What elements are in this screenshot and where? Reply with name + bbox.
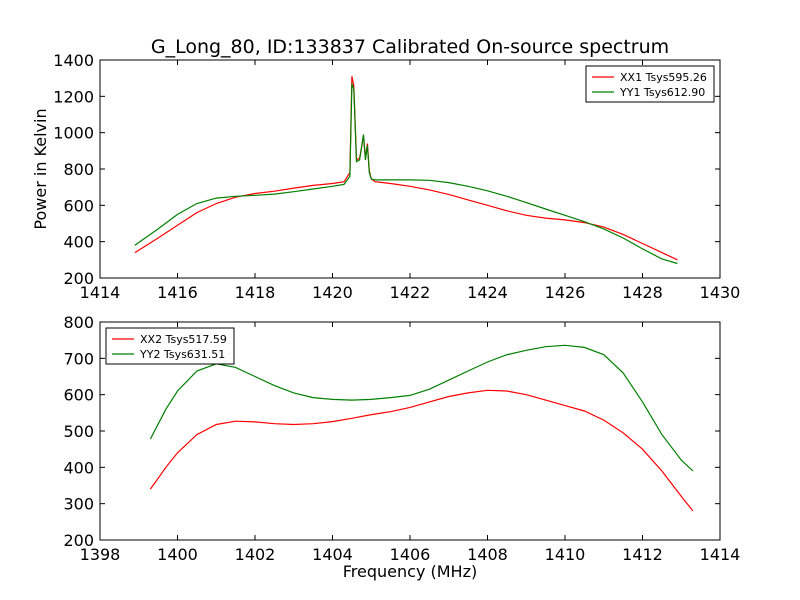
x-tick-label: 1420 <box>312 283 353 302</box>
x-tick-label: 1414 <box>80 283 121 302</box>
y-axis-label: Power in Kelvin <box>31 108 50 229</box>
y-tick-label: 800 <box>63 160 94 179</box>
series-line-red <box>134 76 678 261</box>
y-tick-label: 600 <box>63 196 94 215</box>
y-tick-label: 300 <box>63 495 94 514</box>
plot-area-bottom: 1398 1400 1402 1404 1406 1408 1410 1412 1414 200 3… <box>63 313 740 564</box>
legend-label: YY2 Tsys631.51 <box>139 348 225 361</box>
chart-title: G_Long_80, ID:133837 Calibrated On-sourc… <box>151 36 669 58</box>
chart-top: G_Long_80, ID:133837 Calibrated On-sourc… <box>31 36 740 302</box>
legend-box <box>105 327 235 365</box>
x-tick-label: 1410 <box>545 545 586 564</box>
x-tick-label: 1408 <box>467 545 508 564</box>
y-tick-label: 500 <box>63 422 94 441</box>
legend: XX1 Tsys595.26 YY1 Tsys612.90 <box>585 65 715 103</box>
x-tick-label: 1402 <box>235 545 276 564</box>
chart-bottom: Frequency (MHz) 1398 1400 1402 1404 1406 1408… <box>63 313 740 581</box>
legend-label: YY1 Tsys612.90 <box>619 86 705 99</box>
x-axis-label: Frequency (MHz) <box>343 562 477 581</box>
x-tick-label: 1422 <box>390 283 431 302</box>
x-tick-label: 1412 <box>622 545 663 564</box>
y-tick-label: 200 <box>63 531 94 550</box>
x-tick-label: 1430 <box>700 283 741 302</box>
y-tick-label: 1000 <box>53 124 94 143</box>
x-tick-label: 1406 <box>390 545 431 564</box>
x-tick-label: 1414 <box>700 545 741 564</box>
legend-box <box>585 65 715 103</box>
y-tick-label: 400 <box>63 458 94 477</box>
legend-label: XX2 Tsys517.59 <box>140 333 227 346</box>
x-tick-label: 1416 <box>157 283 198 302</box>
x-tick-label: 1398 <box>80 545 121 564</box>
series-line-red <box>149 389 694 512</box>
plot-area-top: 1414 1416 1418 1420 1422 1424 1426 1428 1430 200 4… <box>53 51 740 302</box>
y-tick-label: 400 <box>63 233 94 252</box>
y-tick-label: 600 <box>63 386 94 405</box>
series-line-green <box>149 344 694 472</box>
series-line-green <box>134 83 678 265</box>
y-tick-label: 700 <box>63 349 94 368</box>
y-tick-label: 200 <box>63 269 94 288</box>
x-tick-label: 1426 <box>545 283 586 302</box>
x-tick-label: 1424 <box>467 283 508 302</box>
y-tick-label: 1400 <box>53 51 94 70</box>
legend: XX2 Tsys517.59 YY2 Tsys631.51 <box>105 327 235 365</box>
x-tick-label: 1418 <box>235 283 276 302</box>
legend-label: XX1 Tsys595.26 <box>620 71 707 84</box>
x-tick-label: 1428 <box>622 283 663 302</box>
y-tick-label: 800 <box>63 313 94 332</box>
x-tick-label: 1400 <box>157 545 198 564</box>
x-tick-label: 1404 <box>312 545 353 564</box>
y-tick-label: 1200 <box>53 87 94 106</box>
